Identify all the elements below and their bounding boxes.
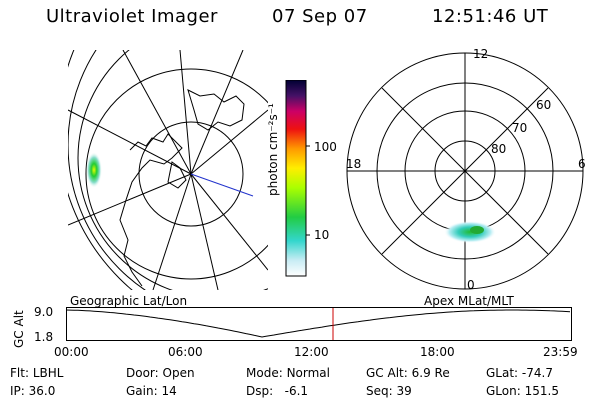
altitude-tick-high: 9.0 <box>34 305 54 319</box>
glat-value: -74.7 <box>521 366 553 380</box>
glon-info: GLon: 151.5 <box>486 384 559 398</box>
altitude-axis-label: GC Alt <box>12 310 26 348</box>
header-date: 07 Sep 07 <box>272 6 368 27</box>
mlt-label-0: 0 <box>467 278 475 292</box>
gcalt-info: GC Alt: 6.9 Re <box>366 366 450 380</box>
door-value: Open <box>162 366 195 380</box>
time-tick-0000: 00:00 <box>54 345 89 359</box>
seq-info: Seq: 39 <box>366 384 412 398</box>
header-time: 12:51:46 UT <box>432 6 549 27</box>
geographic-map <box>68 50 268 290</box>
mlat-label-80: 80 <box>491 142 507 156</box>
filter-info: Flt: LBHL <box>10 366 64 380</box>
time-tick-0600: 06:00 <box>168 345 203 359</box>
colorbar-tick-10: 10 <box>314 228 330 242</box>
altitude-tick-low: 1.8 <box>34 330 54 344</box>
colorbar-tick-100: 100 <box>314 140 337 154</box>
mode-value: Normal <box>286 366 330 380</box>
gain-value: 14 <box>161 384 177 398</box>
filter-value: LBHL <box>32 366 64 380</box>
mlat-label-70: 70 <box>512 121 528 135</box>
door-info: Door: Open <box>126 366 195 380</box>
gain-info: Gain: 14 <box>126 384 177 398</box>
mode-info: Mode: Normal <box>246 366 330 380</box>
gcalt-value: 6.9 Re <box>411 366 450 380</box>
color-scale-bar <box>285 80 310 277</box>
glon-value: 151.5 <box>524 384 559 398</box>
time-tick-1200: 12:00 <box>294 345 329 359</box>
dsp-value: -6.1 <box>284 384 309 398</box>
colorbar-unit-label: photon cm⁻²s⁻¹ <box>266 103 280 196</box>
imager-title: Ultraviolet Imager <box>46 6 218 27</box>
ip-info: IP: 36.0 <box>10 384 56 398</box>
mlat-label-60: 60 <box>536 98 552 112</box>
time-tick-1800: 18:00 <box>420 345 455 359</box>
glat-info: GLat: -74.7 <box>486 366 553 380</box>
mlt-label-18: 18 <box>346 157 362 171</box>
geographic-panel-label: Geographic Lat/Lon <box>70 294 188 308</box>
altitude-trace-plot <box>66 307 572 341</box>
apex-panel-label: Apex MLat/MLT <box>424 294 514 308</box>
seq-value: 39 <box>396 384 412 398</box>
polar-mlt-plot <box>346 52 584 290</box>
dsp-info: Dsp: -6.1 <box>246 384 309 398</box>
time-tick-2359: 23:59 <box>543 345 578 359</box>
mlt-label-12: 12 <box>473 47 489 61</box>
ip-value: 36.0 <box>28 384 56 398</box>
mlt-label-6: 6 <box>578 157 586 171</box>
